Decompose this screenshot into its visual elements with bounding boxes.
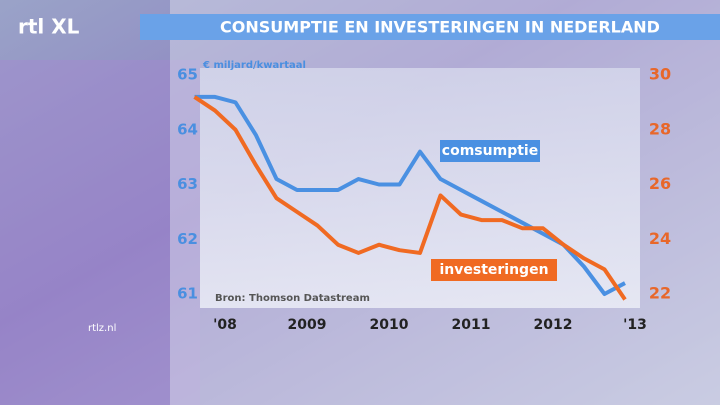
x-tick-label: 2009 (288, 317, 327, 333)
y-tick-label: 61 (177, 285, 198, 303)
title-bar (140, 14, 720, 40)
x-tick-label: 2011 (452, 317, 491, 333)
series-line (193, 95, 627, 301)
source: Bron: Thomson Datastream (215, 293, 370, 304)
plot-area (200, 68, 640, 308)
legend-box (431, 259, 557, 281)
site: rtlz.nl (88, 323, 116, 334)
y-tick-label: 64 (177, 120, 198, 138)
chart-title: CONSUMPTIE EN INVESTERINGEN IN NEDERLAND (220, 18, 660, 37)
legend-box (440, 140, 540, 162)
y-tick-label: 65 (177, 66, 198, 84)
y2-tick-label: 28 (649, 119, 671, 138)
logo: rtl XL (18, 15, 80, 39)
legend-label: comsumptie (442, 143, 538, 159)
y-tick-label: 63 (177, 175, 198, 193)
series-line (194, 94, 626, 296)
y2-tick-label: 22 (649, 284, 671, 303)
x-tick-label: '13 (623, 317, 647, 333)
x-tick-label: '08 (213, 317, 237, 333)
y2-tick-label: 26 (649, 174, 671, 193)
y-tick-label: 62 (177, 230, 198, 248)
money-decor (0, 60, 200, 405)
x-tick-label: 2010 (370, 317, 409, 333)
y2-tick-label: 24 (649, 229, 671, 248)
y2-tick-label: 30 (649, 65, 671, 84)
y-axis-label: € miljard/kwartaal (202, 60, 306, 71)
x-tick-label: 2012 (534, 317, 573, 333)
legend-label: investeringen (439, 262, 548, 278)
